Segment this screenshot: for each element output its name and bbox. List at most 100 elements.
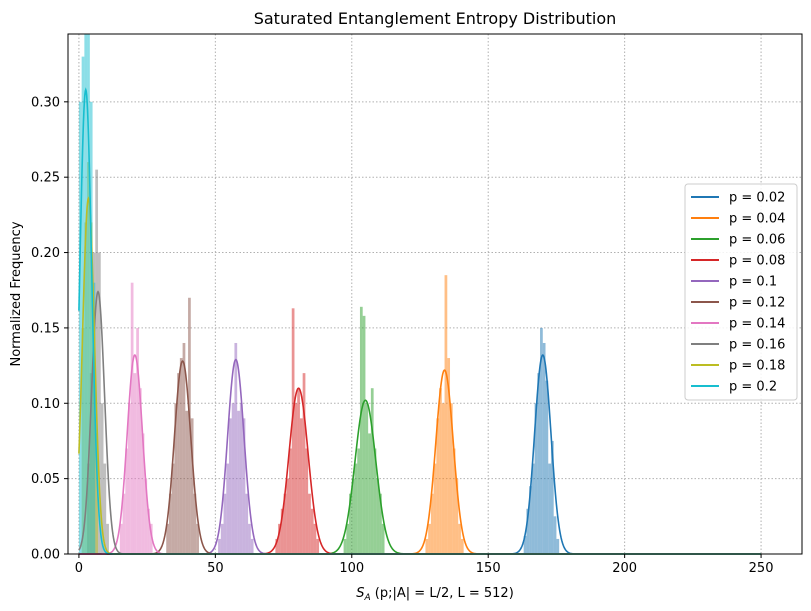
histogram-bar (248, 523, 251, 554)
histogram-bar (436, 418, 440, 554)
histogram-bar (220, 523, 224, 554)
histogram-bar (540, 327, 543, 554)
y-tick-label: 0.10 (31, 397, 60, 412)
legend-item: p = 0.04 (691, 212, 785, 227)
histogram-bar (242, 418, 246, 554)
histogram-bar (294, 403, 298, 554)
legend-item: p = 0.06 (691, 233, 785, 248)
legend-item: p = 0.02 (691, 191, 785, 206)
histogram-bar (553, 516, 557, 554)
histogram-bar (177, 373, 180, 554)
y-axis-ticks: 0.00 0.05 0.10 0.15 0.20 0.25 0.30 (31, 95, 68, 563)
histogram-bar (147, 508, 150, 554)
histogram-bar (531, 463, 535, 554)
histogram-bar (283, 493, 287, 554)
histogram-bar (234, 342, 238, 554)
histogram-bar (138, 388, 142, 554)
histogram-bar (299, 418, 303, 554)
histogram-bar (550, 440, 554, 554)
histogram-bar (441, 403, 445, 554)
histogram-bar (289, 448, 292, 554)
histogram-bar (523, 535, 527, 554)
histogram-bar (305, 448, 309, 554)
histogram-bar (343, 538, 347, 554)
histogram-bar (144, 478, 148, 554)
histogram-bar (365, 403, 369, 554)
histogram-bar (433, 463, 437, 554)
histogram-bar (95, 169, 99, 555)
histogram-bar (362, 315, 366, 554)
histogram-bar (368, 433, 371, 554)
legend: p = 0.02 p = 0.04 p = 0.06 p = 0.08 p = 0.1 p… (684, 183, 798, 401)
histogram-bar (179, 358, 183, 554)
x-axis-label-main: S (356, 586, 364, 601)
histogram-bar (529, 486, 532, 554)
histogram-bar (98, 252, 101, 554)
histogram-bar (425, 538, 429, 554)
histogram-bar (286, 478, 290, 554)
histogram-bar (297, 388, 300, 554)
histogram-bar (349, 493, 352, 554)
histogram-bar (193, 493, 197, 554)
legend-item: p = 0.08 (691, 254, 785, 269)
histogram-bar (460, 538, 464, 554)
histogram-bar (455, 478, 459, 554)
histogram-bar (351, 478, 355, 554)
histogram-bar (171, 463, 175, 554)
histogram-series (218, 342, 254, 554)
histogram-bar (136, 327, 139, 554)
histogram-series (275, 308, 320, 554)
y-tick-label: 0.00 (31, 548, 60, 563)
histogram-bar (78, 101, 82, 555)
histogram-series (343, 306, 385, 554)
histogram-bar (291, 308, 295, 554)
histogram-bar (359, 306, 363, 554)
histogram-bar (381, 523, 385, 554)
histogram-bar (92, 282, 96, 554)
legend-item: p = 0.16 (691, 338, 785, 353)
histogram-bar (537, 373, 541, 554)
histogram-bar (119, 523, 123, 554)
histogram-bar (125, 448, 129, 554)
histogram-bar (149, 523, 153, 554)
legend-label: p = 0.08 (729, 254, 785, 269)
histogram-bar (275, 538, 279, 554)
y-tick-label: 0.30 (31, 95, 60, 110)
legend-label: p = 0.16 (729, 338, 785, 353)
histogram-bar (458, 523, 461, 554)
histogram-bar (89, 101, 93, 555)
histogram-bar (141, 433, 145, 554)
histogram-series (523, 327, 560, 554)
legend-item: p = 0.2 (691, 380, 777, 395)
y-tick-label: 0.15 (31, 321, 60, 336)
histogram-bar (316, 538, 320, 554)
legend-label: p = 0.12 (729, 296, 785, 311)
histogram-bar (218, 538, 221, 554)
histogram-bar (226, 463, 229, 554)
histogram-bar (452, 448, 456, 554)
histogram-bar (428, 523, 431, 554)
legend-item: p = 0.14 (691, 317, 785, 332)
x-tick-label: 150 (476, 561, 501, 576)
legend-item: p = 0.18 (691, 359, 785, 374)
histogram-bar (310, 508, 314, 554)
legend-label: p = 0.14 (729, 317, 785, 332)
histogram-bar (278, 523, 281, 554)
x-tick-label: 100 (339, 561, 364, 576)
histogram-bar (245, 493, 249, 554)
histogram-bar (174, 403, 178, 554)
histogram-bar (106, 523, 109, 554)
histogram-bar (313, 523, 317, 554)
plot-frame (67, 33, 803, 555)
x-axis-label-sub: A (364, 593, 371, 603)
histogram-bar (556, 538, 560, 554)
legend-label: p = 0.1 (729, 275, 777, 290)
y-tick-label: 0.25 (31, 171, 60, 186)
histogram-bar (166, 523, 169, 554)
histogram-bar (182, 342, 186, 554)
histogram-bar (308, 493, 311, 554)
histogram-bar (228, 418, 232, 554)
histogram-bar (357, 448, 360, 554)
legend-label: p = 0.2 (729, 380, 777, 395)
histogram-bar (122, 493, 126, 554)
